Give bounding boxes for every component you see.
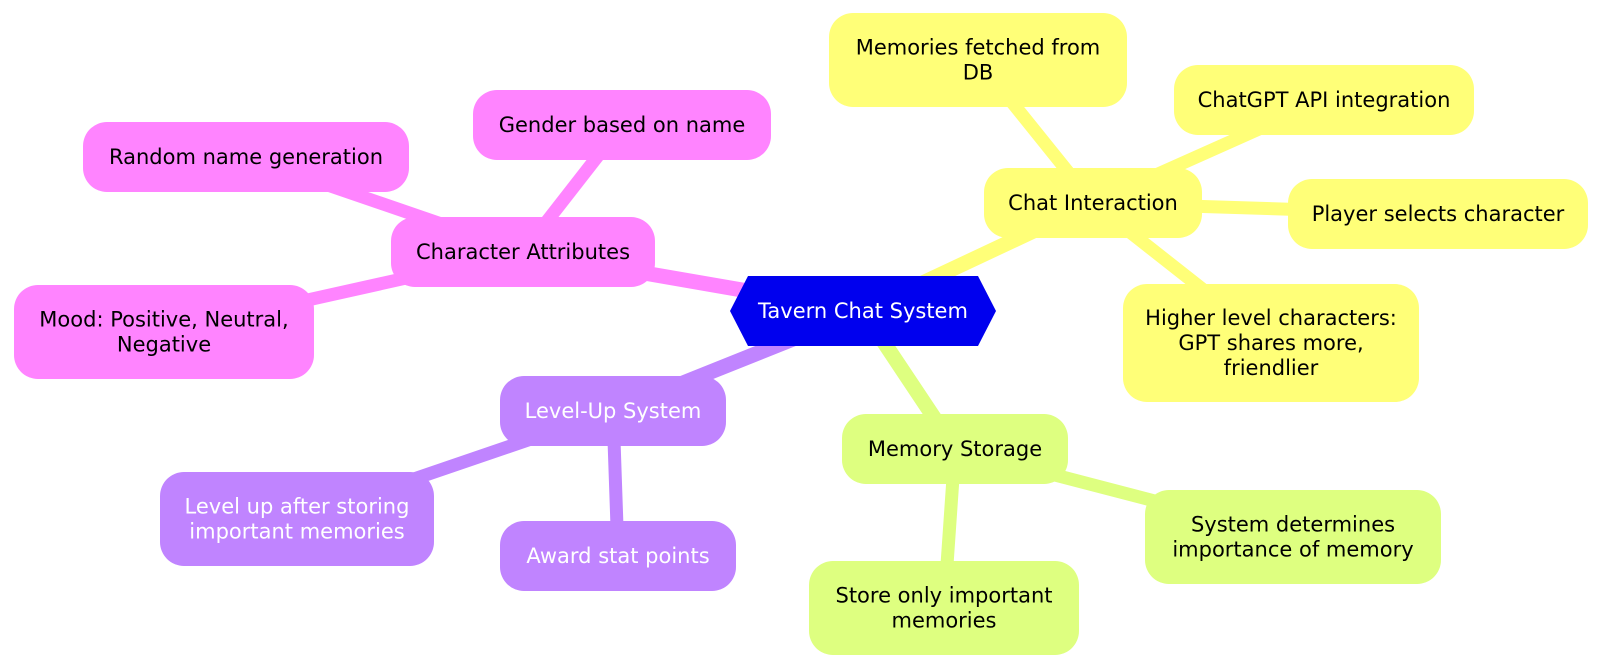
leaf-node-memory-store-only-line-2: memories (891, 609, 996, 633)
root-node-shape (730, 276, 996, 346)
branch-node-chat[interactable]: Chat Interaction (984, 168, 1202, 238)
leaf-node-chat-memories-fetched-line-1: Memories fetched from (856, 36, 1101, 60)
leaf-node-attributes-random-name-shape (83, 122, 409, 192)
leaf-node-attributes-mood-line-2: Negative (117, 333, 211, 357)
leaf-node-levelup-award-stat-line-1: Award stat points (526, 544, 709, 568)
leaf-node-levelup-award-stat[interactable]: Award stat points (500, 521, 736, 591)
branch-node-attributes[interactable]: Character Attributes (391, 217, 655, 287)
branch-node-levelup-shape (500, 376, 726, 446)
leaf-node-attributes-random-name-line-1: Random name generation (109, 145, 383, 169)
root-node-label: Tavern Chat System (757, 299, 968, 323)
leaf-node-chat-higher-level[interactable]: Higher level characters:GPT shares more,… (1123, 284, 1419, 402)
leaf-node-chat-chatgpt-api-shape (1174, 65, 1474, 135)
leaf-node-attributes-mood-line-1: Mood: Positive, Neutral, (39, 308, 288, 332)
branch-node-memory-line-1: Memory Storage (868, 437, 1042, 461)
leaf-node-levelup-after-storing-shape (160, 472, 434, 566)
leaf-node-levelup-after-storing-line-2: important memories (189, 520, 404, 544)
leaf-node-chat-chatgpt-api-line-1: ChatGPT API integration (1198, 88, 1451, 112)
branch-node-attributes-shape (391, 217, 655, 287)
leaf-node-chat-higher-level-line-2: GPT shares more, (1178, 331, 1363, 355)
leaf-node-levelup-after-storing-line-1: Level up after storing (185, 495, 410, 519)
branch-node-attributes-line-1: Character Attributes (416, 240, 630, 264)
branch-node-levelup[interactable]: Level-Up System (500, 376, 726, 446)
leaf-node-attributes-mood-shape (14, 285, 314, 379)
leaf-node-chat-chatgpt-api[interactable]: ChatGPT API integration (1174, 65, 1474, 135)
branch-node-chat-line-1: Chat Interaction (1008, 191, 1178, 215)
leaf-node-chat-higher-level-line-3: friendlier (1224, 356, 1319, 380)
leaf-node-chat-player-selects-shape (1288, 179, 1588, 249)
leaf-node-attributes-mood[interactable]: Mood: Positive, Neutral,Negative (14, 285, 314, 379)
root-node[interactable]: Tavern Chat System (730, 276, 996, 346)
leaf-node-levelup-award-stat-shape (500, 521, 736, 591)
leaf-node-attributes-gender-line-1: Gender based on name (499, 113, 746, 137)
leaf-node-memory-system-determines-shape (1145, 490, 1441, 584)
leaf-node-chat-memories-fetched-shape (829, 13, 1127, 107)
leaf-node-chat-player-selects-line-1: Player selects character (1312, 202, 1565, 226)
leaf-node-chat-memories-fetched-line-2: DB (963, 61, 994, 85)
branch-node-chat-shape (984, 168, 1202, 238)
leaf-node-attributes-gender[interactable]: Gender based on name (473, 90, 771, 160)
branch-node-memory-shape (842, 414, 1068, 484)
leaf-node-chat-player-selects[interactable]: Player selects character (1288, 179, 1588, 249)
leaf-node-attributes-random-name[interactable]: Random name generation (83, 122, 409, 192)
leaf-node-attributes-gender-shape (473, 90, 771, 160)
branch-node-levelup-line-1: Level-Up System (525, 399, 702, 423)
leaf-node-memory-system-determines-line-2: importance of memory (1172, 538, 1413, 562)
leaf-node-memory-system-determines-line-1: System determines (1191, 513, 1395, 537)
leaf-node-chat-higher-level-line-1: Higher level characters: (1145, 306, 1397, 330)
leaf-node-memory-store-only-shape (809, 561, 1079, 655)
leaf-node-chat-higher-level-shape (1123, 284, 1419, 402)
leaf-node-memory-store-only-line-1: Store only important (835, 584, 1052, 608)
branch-node-memory[interactable]: Memory Storage (842, 414, 1068, 484)
